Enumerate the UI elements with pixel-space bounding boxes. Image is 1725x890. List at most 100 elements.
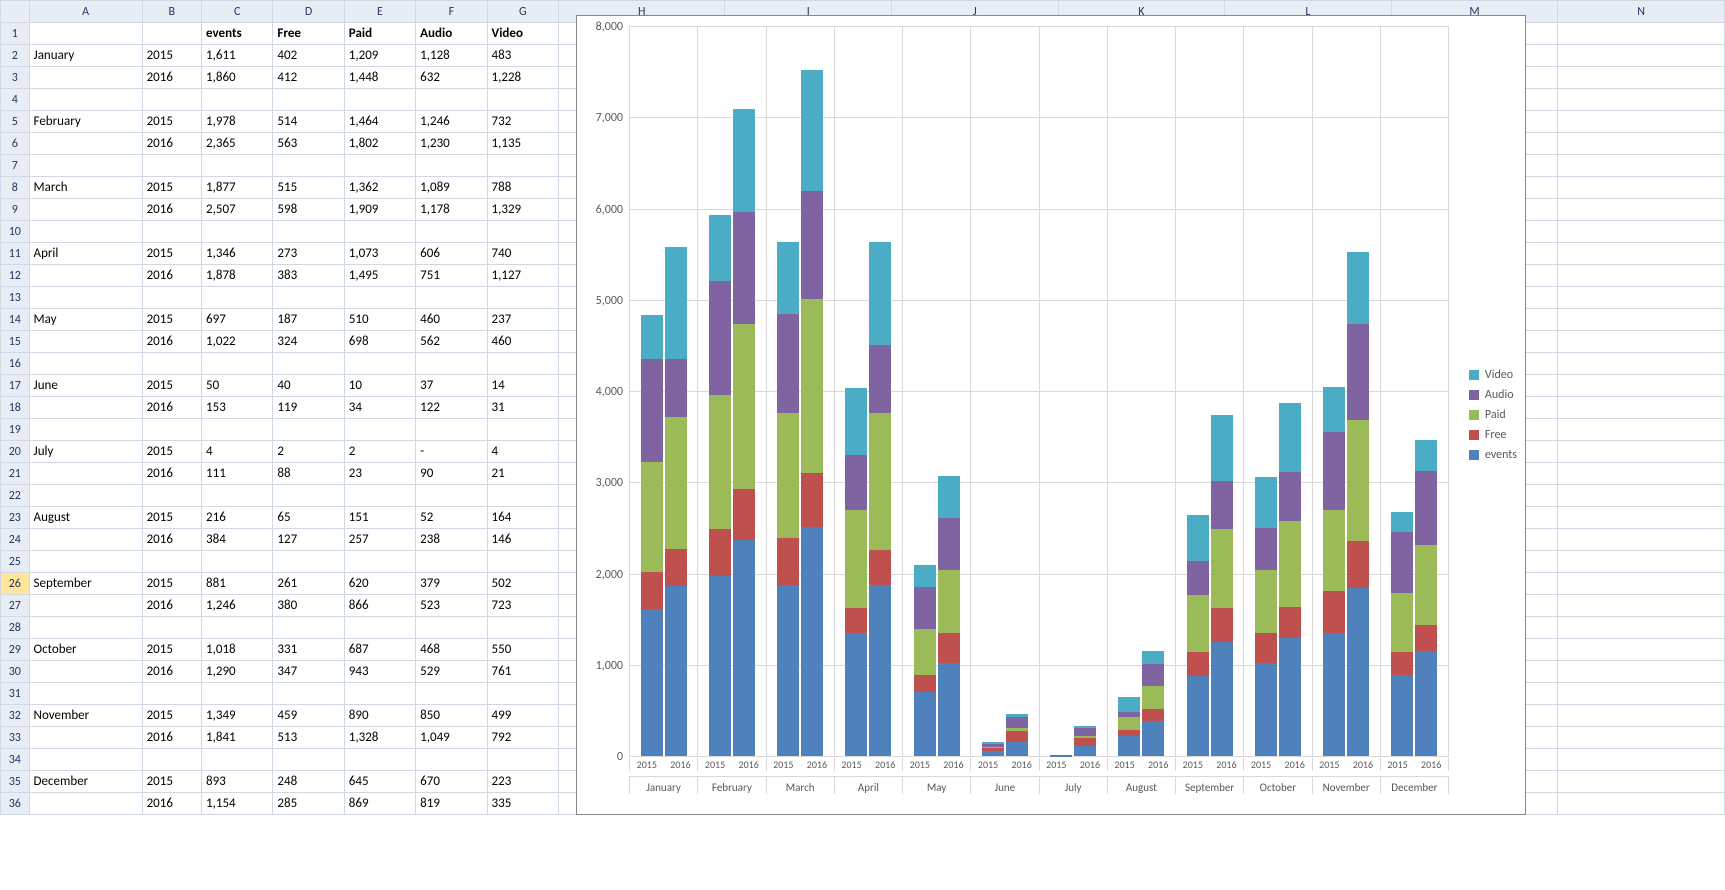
legend-item-paid[interactable]: Paid [1469, 408, 1517, 422]
cell-D32[interactable]: 459 [273, 705, 344, 727]
cell-G21[interactable]: 21 [487, 463, 558, 485]
bar-may-2015[interactable] [914, 565, 936, 756]
row-header-2[interactable]: 2 [1, 45, 30, 67]
cell-D23[interactable]: 65 [273, 507, 344, 529]
cell-F33[interactable]: 1,049 [416, 727, 487, 749]
column-header-B[interactable]: B [142, 1, 201, 23]
cell-A13[interactable] [29, 287, 142, 309]
bar-april-2016[interactable] [869, 242, 891, 756]
cell-N30[interactable] [1558, 661, 1725, 683]
row-header-32[interactable]: 32 [1, 705, 30, 727]
cell-N34[interactable] [1558, 749, 1725, 771]
cell-F6[interactable]: 1,230 [416, 133, 487, 155]
cell-F14[interactable]: 460 [416, 309, 487, 331]
bar-august-2016[interactable] [1142, 651, 1164, 756]
cell-N2[interactable] [1558, 45, 1725, 67]
cell-G12[interactable]: 1,127 [487, 265, 558, 287]
cell-D36[interactable]: 285 [273, 793, 344, 815]
cell-F13[interactable] [416, 287, 487, 309]
cell-A10[interactable] [29, 221, 142, 243]
cell-E27[interactable]: 866 [344, 595, 415, 617]
cell-A7[interactable] [29, 155, 142, 177]
cell-D2[interactable]: 402 [273, 45, 344, 67]
cell-G2[interactable]: 483 [487, 45, 558, 67]
cell-G25[interactable] [487, 551, 558, 573]
cell-B11[interactable]: 2015 [142, 243, 201, 265]
cell-G19[interactable] [487, 419, 558, 441]
column-header-A[interactable]: A [29, 1, 142, 23]
cell-F1[interactable]: Audio [416, 23, 487, 45]
cell-C27[interactable]: 1,246 [202, 595, 273, 617]
cell-A31[interactable] [29, 683, 142, 705]
cell-B7[interactable] [142, 155, 201, 177]
bar-october-2015[interactable] [1255, 477, 1277, 756]
cell-E26[interactable]: 620 [344, 573, 415, 595]
cell-C11[interactable]: 1,346 [202, 243, 273, 265]
cell-E3[interactable]: 1,448 [344, 67, 415, 89]
cell-D8[interactable]: 515 [273, 177, 344, 199]
cell-F8[interactable]: 1,089 [416, 177, 487, 199]
cell-F15[interactable]: 562 [416, 331, 487, 353]
row-header-14[interactable]: 14 [1, 309, 30, 331]
cell-F28[interactable] [416, 617, 487, 639]
bar-september-2016[interactable] [1211, 415, 1233, 756]
cell-C13[interactable] [202, 287, 273, 309]
cell-A1[interactable] [29, 23, 142, 45]
cell-A3[interactable] [29, 67, 142, 89]
cell-D17[interactable]: 40 [273, 375, 344, 397]
cell-D26[interactable]: 261 [273, 573, 344, 595]
row-header-8[interactable]: 8 [1, 177, 30, 199]
cell-E13[interactable] [344, 287, 415, 309]
cell-D28[interactable] [273, 617, 344, 639]
cell-G17[interactable]: 14 [487, 375, 558, 397]
row-header-27[interactable]: 27 [1, 595, 30, 617]
cell-E16[interactable] [344, 353, 415, 375]
cell-N24[interactable] [1558, 529, 1725, 551]
cell-F21[interactable]: 90 [416, 463, 487, 485]
cell-A6[interactable] [29, 133, 142, 155]
cell-F5[interactable]: 1,246 [416, 111, 487, 133]
cell-B10[interactable] [142, 221, 201, 243]
column-header-E[interactable]: E [344, 1, 415, 23]
cell-F17[interactable]: 37 [416, 375, 487, 397]
cell-B22[interactable] [142, 485, 201, 507]
cell-A16[interactable] [29, 353, 142, 375]
row-header-26[interactable]: 26 [1, 573, 30, 595]
cell-C9[interactable]: 2,507 [202, 199, 273, 221]
cell-C25[interactable] [202, 551, 273, 573]
select-all-corner[interactable] [1, 1, 30, 23]
cell-A22[interactable] [29, 485, 142, 507]
cell-G31[interactable] [487, 683, 558, 705]
row-header-23[interactable]: 23 [1, 507, 30, 529]
cell-C30[interactable]: 1,290 [202, 661, 273, 683]
cell-E4[interactable] [344, 89, 415, 111]
cell-C28[interactable] [202, 617, 273, 639]
cell-A35[interactable]: December [29, 771, 142, 793]
row-header-17[interactable]: 17 [1, 375, 30, 397]
cell-G36[interactable]: 335 [487, 793, 558, 815]
cell-N33[interactable] [1558, 727, 1725, 749]
cell-G27[interactable]: 723 [487, 595, 558, 617]
cell-A21[interactable] [29, 463, 142, 485]
cell-F19[interactable] [416, 419, 487, 441]
cell-E25[interactable] [344, 551, 415, 573]
bar-march-2016[interactable] [801, 70, 823, 756]
cell-E5[interactable]: 1,464 [344, 111, 415, 133]
cell-A17[interactable]: June [29, 375, 142, 397]
cell-D20[interactable]: 2 [273, 441, 344, 463]
bar-june-2015[interactable] [982, 742, 1004, 756]
cell-N1[interactable] [1558, 23, 1725, 45]
cell-C22[interactable] [202, 485, 273, 507]
stacked-bar-chart[interactable]: 01,0002,0003,0004,0005,0006,0007,0008,00… [576, 15, 1526, 815]
cell-B36[interactable]: 2016 [142, 793, 201, 815]
cell-D33[interactable]: 513 [273, 727, 344, 749]
cell-A24[interactable] [29, 529, 142, 551]
cell-N27[interactable] [1558, 595, 1725, 617]
column-header-G[interactable]: G [487, 1, 558, 23]
cell-F10[interactable] [416, 221, 487, 243]
cell-N15[interactable] [1558, 331, 1725, 353]
cell-B16[interactable] [142, 353, 201, 375]
cell-B34[interactable] [142, 749, 201, 771]
cell-N9[interactable] [1558, 199, 1725, 221]
bar-may-2016[interactable] [938, 476, 960, 756]
